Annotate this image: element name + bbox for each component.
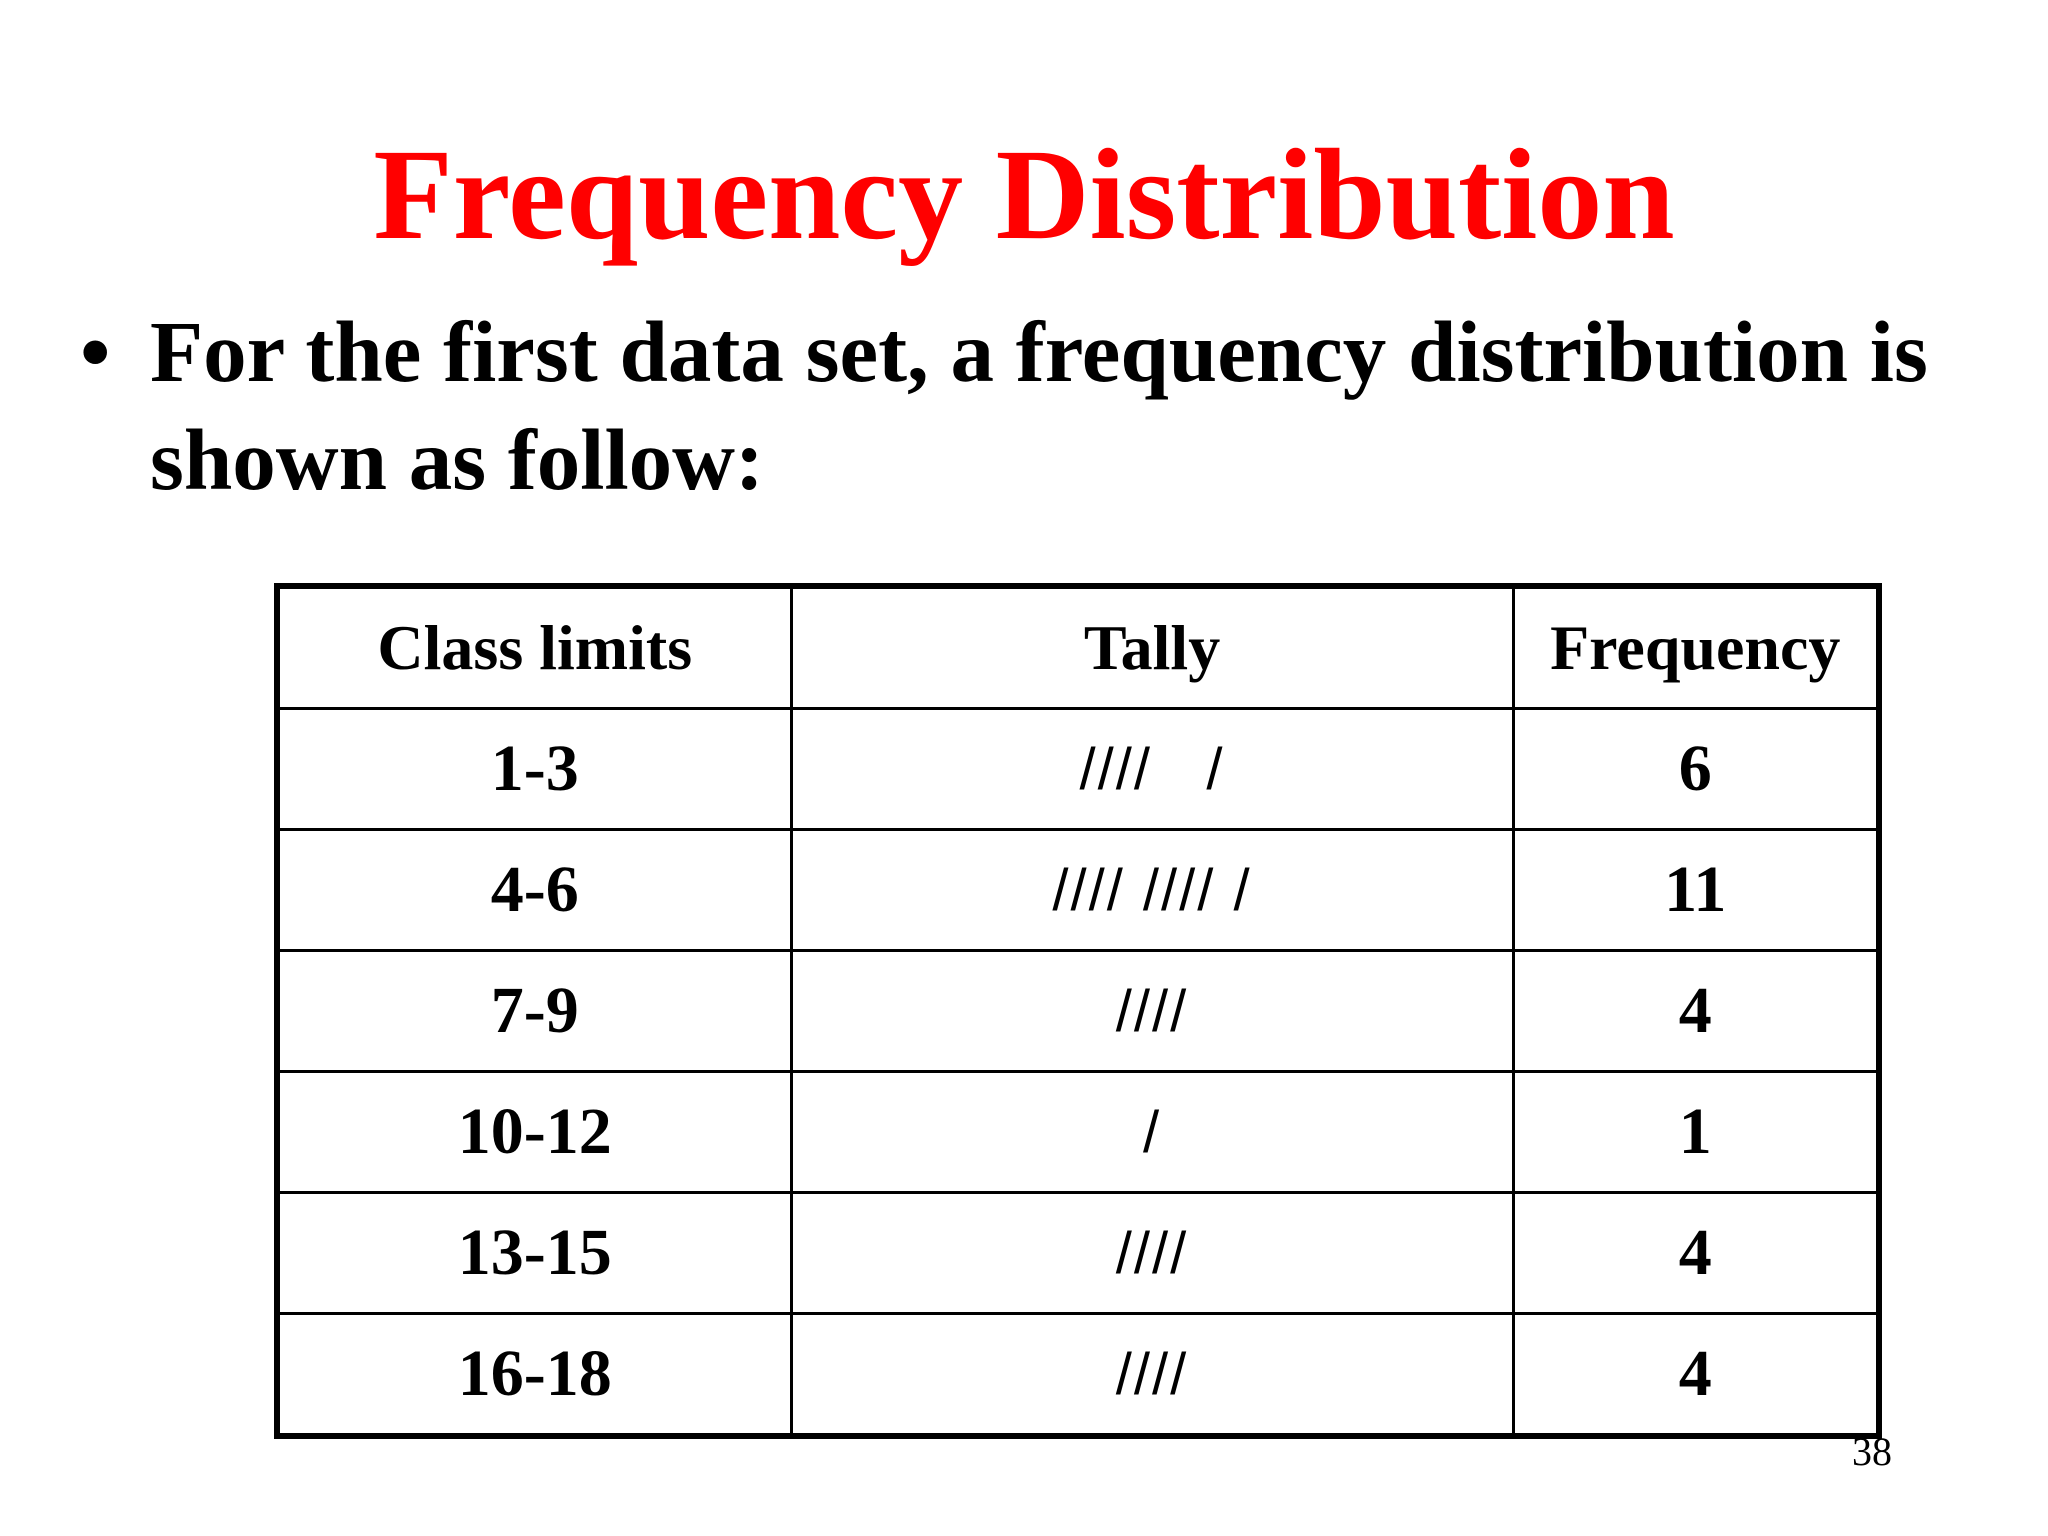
table-row: 13-15 //// 4 [275,1191,1881,1315]
frequency-cell: 11 [1511,828,1881,952]
frequency-cell: 4 [1511,1312,1881,1438]
table-row: 10-12 / 1 [275,1070,1881,1194]
table-header-row: Class limits Tally Frequency [275,584,1881,710]
frequency-cell: 4 [1511,1191,1881,1315]
table-row: 7-9 //// 4 [275,949,1881,1073]
frequency-table: Class limits Tally Frequency 1-3 //// / … [274,583,1882,1439]
frequency-cell: 6 [1511,707,1881,831]
frequency-cell: 4 [1511,949,1881,1073]
header-class-limits: Class limits [275,584,793,710]
table-row: 16-18 //// 4 [275,1312,1881,1438]
tally-cell: //// [789,1312,1515,1438]
header-frequency: Frequency [1511,584,1881,710]
frequency-cell: 1 [1511,1070,1881,1194]
table-row: 1-3 //// / 6 [275,707,1881,831]
bullet-text: For the first data set, a frequency dist… [150,303,1928,508]
tally-cell: //// //// / [789,828,1515,952]
class-limits-cell: 16-18 [275,1312,793,1438]
table-row: 4-6 //// //// / 11 [275,828,1881,952]
class-limits-cell: 1-3 [275,707,793,831]
tally-cell: //// [789,1191,1515,1315]
tally-cell: / [789,1070,1515,1194]
tally-cell: //// / [789,707,1515,831]
bullet-dot-icon: • [80,303,111,400]
class-limits-cell: 10-12 [275,1070,793,1194]
page-number: 38 [1852,1429,1892,1474]
class-limits-cell: 7-9 [275,949,793,1073]
header-tally: Tally [789,584,1515,710]
class-limits-cell: 4-6 [275,828,793,952]
tally-cell: //// [789,949,1515,1073]
slide-title: Frequency Distribution [373,123,1675,267]
class-limits-cell: 13-15 [275,1191,793,1315]
